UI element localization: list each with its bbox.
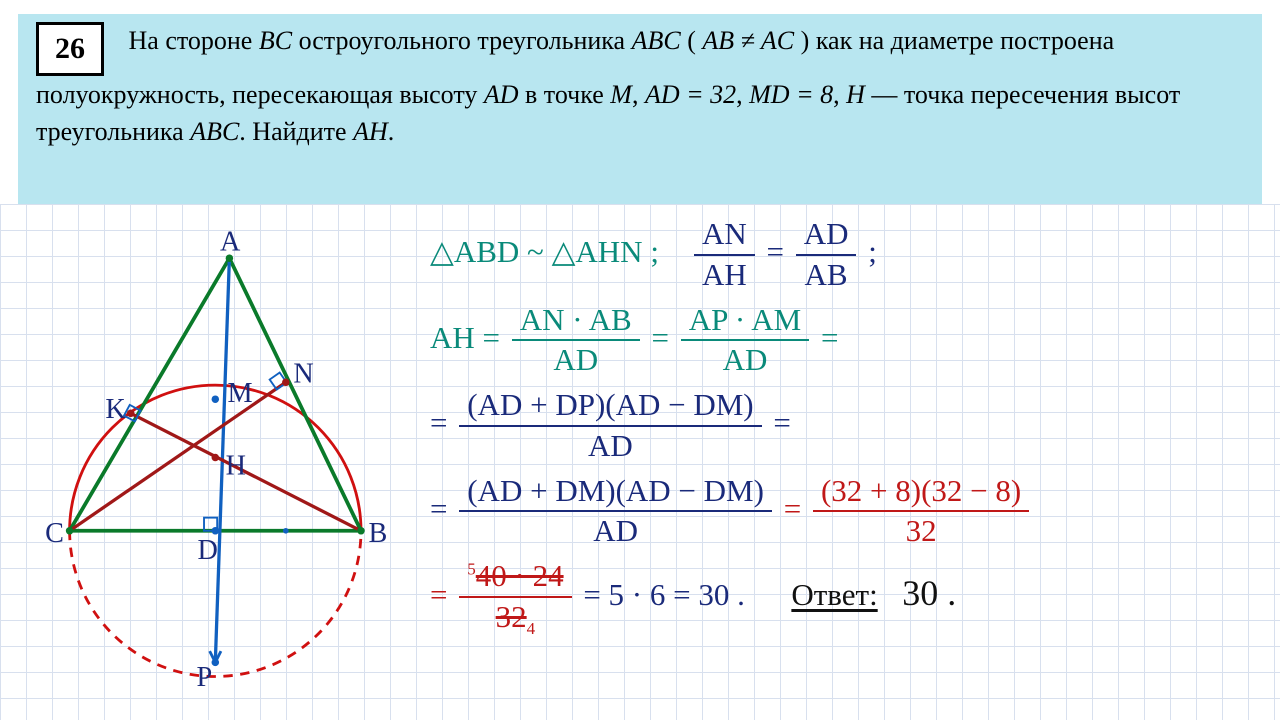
t: , bbox=[833, 80, 846, 109]
den: AD bbox=[512, 341, 640, 380]
line5: = 540 · 24 324 = 5 · 6 = 30 . Ответ: 30 … bbox=[430, 557, 1260, 639]
cancel-den: 32 bbox=[496, 599, 527, 634]
num: 540 · 24 bbox=[459, 557, 571, 598]
label-k: K bbox=[105, 394, 126, 425]
dot-p bbox=[212, 659, 220, 667]
t: ( bbox=[681, 26, 703, 55]
answer-value bbox=[885, 573, 894, 613]
line4: = (AD + DM)(AD − DM) AD = (32 + 8)(32 − … bbox=[430, 472, 1260, 552]
bc: BC bbox=[259, 26, 292, 55]
sup5: 5 bbox=[467, 560, 476, 579]
answer-label: Ответ: bbox=[791, 577, 877, 612]
ad32: AD = 32 bbox=[645, 80, 736, 109]
dot-h bbox=[212, 454, 220, 462]
label-m: M bbox=[228, 378, 253, 409]
eq: = bbox=[430, 577, 455, 612]
num: (32 + 8)(32 − 8) bbox=[813, 472, 1029, 513]
frac-ad-ab: AD AB bbox=[796, 215, 857, 295]
abc: ABC bbox=[632, 26, 681, 55]
eq: = bbox=[651, 319, 676, 354]
tick-center bbox=[283, 528, 289, 534]
num: AN · AB bbox=[512, 301, 640, 342]
label-p: P bbox=[197, 662, 213, 693]
answer-value: 30 . bbox=[902, 573, 956, 613]
t: . Найдите bbox=[239, 117, 353, 146]
den: AD bbox=[459, 427, 761, 466]
ad: AD bbox=[484, 80, 519, 109]
line3: = (AD + DP)(AD − DM) AD = bbox=[430, 386, 1260, 466]
num: (AD + DP)(AD − DM) bbox=[459, 386, 761, 427]
frac-apam-ad: AP · AM AD bbox=[681, 301, 810, 381]
t: в точке bbox=[519, 80, 611, 109]
den: AH bbox=[694, 256, 755, 295]
eq: = bbox=[821, 319, 838, 354]
ah: AH bbox=[353, 117, 388, 146]
line1: △ABD ~ △AHN ; AN AH = AD AB ; bbox=[430, 215, 1260, 295]
m: M bbox=[610, 80, 632, 109]
problem-text: На стороне BC остроугольного треугольник… bbox=[36, 26, 1180, 146]
solution-work: △ABD ~ △AHN ; AN AH = AD AB ; AH = AN · … bbox=[430, 215, 1260, 715]
eq: = bbox=[784, 490, 809, 525]
eq: = bbox=[430, 490, 455, 525]
label-h: H bbox=[226, 450, 246, 481]
similar-triangles: △ABD ~ △AHN ; bbox=[430, 234, 659, 269]
eq: = bbox=[766, 234, 791, 269]
cancel-num: 40 · 24 bbox=[476, 558, 564, 593]
frac-anab-ad: AN · AB AD bbox=[512, 301, 640, 381]
altitude-cn bbox=[70, 382, 286, 531]
dot-n bbox=[282, 379, 290, 387]
num: AD bbox=[796, 215, 857, 256]
label-d: D bbox=[197, 535, 217, 566]
dot-d bbox=[212, 527, 220, 535]
problem-number: 26 bbox=[36, 22, 104, 76]
num: AP · AM bbox=[681, 301, 810, 342]
label-b: B bbox=[369, 518, 388, 549]
neq: AB ≠ AC bbox=[702, 26, 794, 55]
eq: = bbox=[773, 405, 790, 440]
line2: AH = AN · AB AD = AP · AM AD = bbox=[430, 301, 1260, 381]
frac-expand2: (AD + DM)(AD − DM) AD bbox=[459, 472, 772, 552]
semicolon: ; bbox=[868, 234, 877, 269]
frac-an-ah: AN AH bbox=[694, 215, 755, 295]
t: , bbox=[632, 80, 645, 109]
den: 324 bbox=[459, 598, 571, 639]
dot-b bbox=[357, 527, 365, 535]
ah-eq: AH = bbox=[430, 319, 500, 354]
dot-k bbox=[127, 410, 135, 418]
den: AD bbox=[681, 341, 810, 380]
abc2: ABC bbox=[190, 117, 239, 146]
sub4: 4 bbox=[527, 619, 536, 638]
label-c: C bbox=[45, 518, 64, 549]
frac-numeric: (32 + 8)(32 − 8) 32 bbox=[813, 472, 1029, 552]
frac-expand1: (AD + DP)(AD − DM) AD bbox=[459, 386, 761, 466]
label-n: N bbox=[293, 358, 313, 389]
frac-simplify: 540 · 24 324 bbox=[459, 557, 571, 639]
t: , bbox=[736, 80, 749, 109]
dot-m bbox=[212, 395, 220, 403]
label-a: A bbox=[220, 230, 241, 258]
t: . bbox=[388, 117, 395, 146]
h: H bbox=[846, 80, 865, 109]
den: 32 bbox=[813, 512, 1029, 551]
num: (AD + DM)(AD − DM) bbox=[459, 472, 772, 513]
t: На стороне bbox=[129, 26, 259, 55]
problem-box: 26 На стороне BC остроугольного треуголь… bbox=[18, 14, 1262, 204]
t: остроугольного треугольника bbox=[292, 26, 632, 55]
den: AB bbox=[796, 256, 857, 295]
dot-c bbox=[66, 527, 74, 535]
geometry-diagram: A B C D M N K H P bbox=[20, 230, 420, 700]
den: AD bbox=[459, 512, 772, 551]
result: = 5 · 6 = 30 . bbox=[583, 577, 745, 612]
num: AN bbox=[694, 215, 755, 256]
eq: = bbox=[430, 405, 455, 440]
md8: MD = 8 bbox=[749, 80, 833, 109]
